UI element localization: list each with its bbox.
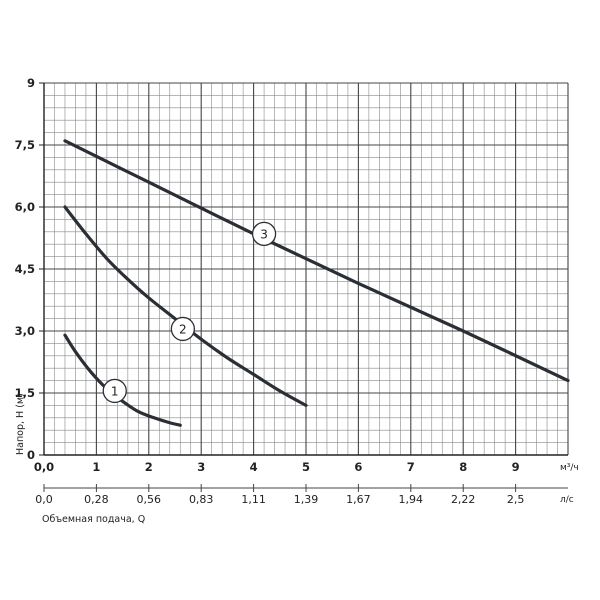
curves xyxy=(63,139,570,427)
curve-marker-circle xyxy=(102,378,127,404)
x-tick-label: 1 xyxy=(92,460,100,474)
x2-tick-label: 1,67 xyxy=(346,493,371,506)
curve-1 xyxy=(63,333,182,427)
x-tick-label: 3 xyxy=(197,460,205,474)
x2-tick-label: 1,94 xyxy=(399,493,424,506)
y-axis-label: Напор, H (м) xyxy=(15,393,26,455)
x2-tick-label: 0,56 xyxy=(137,493,162,506)
y-tick-label: 7,5 xyxy=(15,138,35,152)
y-tick-label: 6,0 xyxy=(15,200,35,214)
x-tick-labels: 0,0 1 2 3 4 5 6 7 8 9 xyxy=(34,460,520,474)
x-tick-label: 9 xyxy=(512,460,520,474)
curve-2 xyxy=(63,205,308,407)
x2-tick-label: 0,28 xyxy=(84,493,109,506)
axes xyxy=(39,82,568,492)
x2-tick-label: 1,11 xyxy=(241,493,266,506)
x-axis-label: Объемная подача, Q xyxy=(42,514,145,525)
x-tick-label: 7 xyxy=(407,460,415,474)
x2-tick-label: 0,0 xyxy=(35,493,53,506)
x2-tick-label: 1,39 xyxy=(294,493,319,506)
x-tick-label: 2 xyxy=(145,460,153,474)
x2-tick-label: 2,22 xyxy=(451,493,476,506)
x-axis-unit: м³/ч xyxy=(560,463,579,473)
x-tick-label: 8 xyxy=(459,460,467,474)
curve-marker-circle xyxy=(251,221,277,247)
x-tick-label: 6 xyxy=(354,460,362,474)
curve-marker-circle xyxy=(170,316,196,342)
y-tick-label: 0 xyxy=(27,448,35,462)
curve-markers: 1 2 3 xyxy=(102,221,277,404)
x-tick-label: 4 xyxy=(250,460,258,474)
curve-marker-label: 2 xyxy=(179,322,187,336)
curve-marker-label: 3 xyxy=(260,227,268,241)
y-tick-label: 3,0 xyxy=(15,324,35,338)
x2-tick-label: 2,5 xyxy=(507,493,525,506)
x-tick-label: 0,0 xyxy=(34,460,54,474)
curve-marker-3: 3 xyxy=(251,221,277,247)
y-tick-label: 1,5 xyxy=(15,386,35,400)
x2-tick-labels: 0,0 0,28 0,56 0,83 1,11 1,39 1,67 1,94 2,22 2,5 xyxy=(35,493,524,506)
curve-3 xyxy=(63,139,570,383)
y-tick-label: 9 xyxy=(27,76,35,90)
y-tick-label: 4,5 xyxy=(15,262,35,276)
curve-marker-1: 1 xyxy=(102,378,127,404)
x2-axis-unit: л/с xyxy=(560,495,574,505)
x-tick-label: 5 xyxy=(302,460,310,474)
curve-marker-2: 2 xyxy=(170,316,196,342)
y-tick-labels: 0 1,5 3,0 4,5 6,0 7,5 9 xyxy=(15,76,35,462)
curve-marker-label: 1 xyxy=(111,384,119,398)
major-grid xyxy=(44,82,569,455)
x2-tick-label: 0,83 xyxy=(189,493,214,506)
